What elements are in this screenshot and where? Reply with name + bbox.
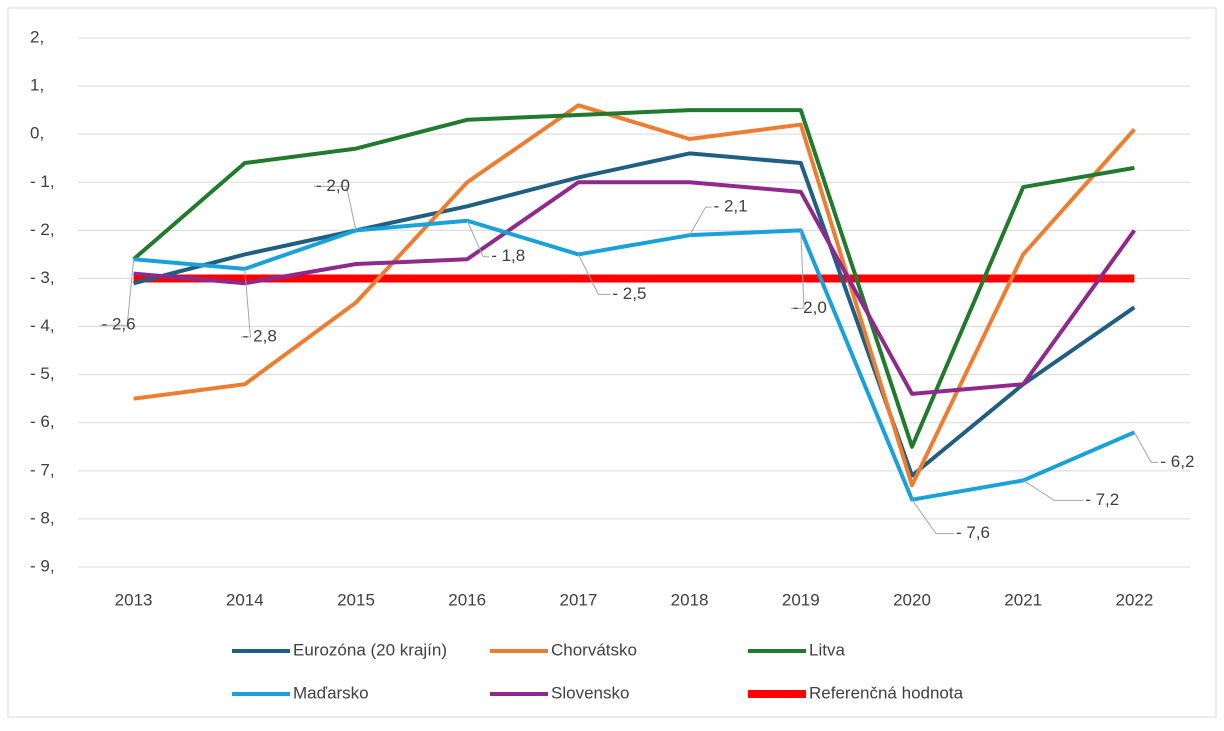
y-tick-label: - 9, [30, 556, 55, 575]
data-label: - 2,0 [316, 176, 350, 195]
x-tick-label: 2017 [559, 590, 597, 609]
x-tick-label: 2020 [893, 590, 931, 609]
y-tick-label: - 7, [30, 460, 55, 479]
leader-line [240, 268, 251, 338]
x-tick-label: 2019 [782, 590, 820, 609]
legend-label: Eurozóna (20 krajín) [293, 640, 447, 659]
y-tick-label: - 4, [30, 316, 55, 335]
legend-label: Litva [809, 640, 845, 659]
x-tick-label: 2015 [337, 590, 375, 609]
series-line [132, 108, 1135, 449]
series-line [133, 180, 1137, 396]
leader-line [689, 206, 712, 236]
leader-line [1022, 480, 1084, 501]
x-tick-label: 2022 [1115, 590, 1153, 609]
data-label: - 2,0 [793, 298, 827, 317]
series-line [133, 218, 1136, 502]
data-label: - 2,1 [714, 197, 748, 216]
x-tick-label: 2014 [226, 590, 264, 609]
x-tick-label: 2013 [115, 590, 153, 609]
y-tick-label: - 3, [30, 268, 55, 287]
data-label: - 1,8 [491, 246, 525, 265]
data-label: - 2,8 [243, 326, 277, 345]
y-tick-label: 2, [30, 27, 44, 46]
leader-line [314, 185, 357, 231]
data-label: - 6,2 [1160, 452, 1194, 471]
y-tick-label: 1, [30, 76, 44, 95]
y-tick-label: 0, [30, 124, 44, 143]
data-label: - 7,6 [956, 523, 990, 542]
y-tick-label: - 1, [30, 172, 55, 191]
x-tick-label: 2021 [1004, 590, 1042, 609]
x-tick-label: 2016 [448, 590, 486, 609]
y-tick-label: - 2, [30, 220, 55, 239]
data-label: - 7,2 [1085, 490, 1119, 509]
leader-line [577, 254, 611, 295]
series-line [133, 151, 1136, 478]
data-label: - 2,6 [102, 315, 136, 334]
y-tick-label: - 5, [30, 364, 55, 383]
leader-line [790, 230, 805, 309]
legend-label: Referenčná hodnota [809, 683, 964, 702]
leader-line [1133, 432, 1159, 463]
legend-label: Chorvátsko [551, 640, 637, 659]
leader-line [911, 499, 954, 535]
legend-label: Maďarsko [293, 683, 369, 702]
leader-line [99, 259, 135, 326]
series-line [133, 103, 1136, 488]
y-tick-label: - 6, [30, 412, 55, 431]
data-label: - 2,5 [612, 284, 646, 303]
x-tick-label: 2018 [671, 590, 709, 609]
chart-frame [7, 7, 1217, 718]
legend-label: Slovensko [551, 683, 629, 702]
y-tick-label: - 8, [30, 508, 55, 527]
leader-line [466, 220, 490, 258]
